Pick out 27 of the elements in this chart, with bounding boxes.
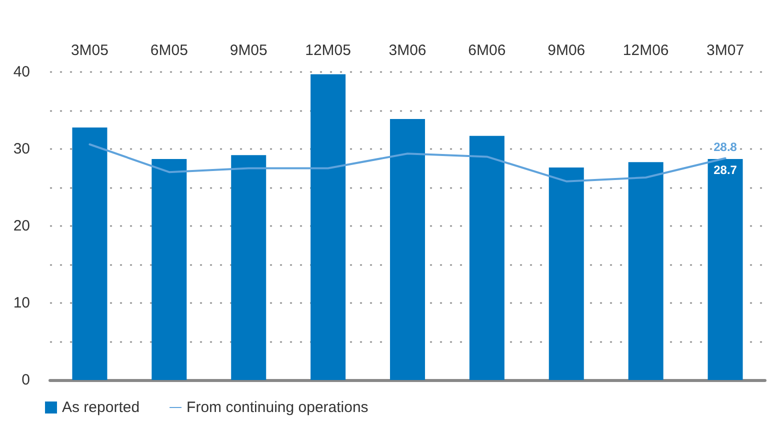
y-tick-label: 0: [22, 372, 30, 388]
x-tick-label: 3M05: [70, 42, 108, 59]
data-label: 28.7: [714, 163, 738, 178]
bar: [390, 118, 425, 380]
bar: [469, 136, 504, 380]
bar: [628, 162, 664, 380]
x-tick-label: 9M05: [230, 42, 268, 59]
x-tick-label: 6M06: [468, 42, 506, 59]
x-tick-label: 12M05: [305, 42, 351, 59]
bar: [708, 159, 743, 380]
bar: [152, 159, 187, 380]
y-tick-label: 30: [13, 140, 30, 158]
x-tick-label: 12M06: [622, 42, 669, 59]
x-tick-label: 3M06: [388, 42, 426, 59]
x-tick-label: 6M05: [150, 42, 188, 59]
bar: [231, 155, 266, 380]
bar: [548, 167, 584, 380]
data-label: 28.8: [714, 140, 738, 154]
legend-label: From continuing operations: [186, 399, 368, 416]
y-tick-label: 40: [13, 64, 30, 80]
bar: [72, 127, 108, 380]
y-tick-label: 10: [13, 294, 30, 312]
x-tick-label: 3M07: [706, 42, 744, 59]
bar: [310, 74, 346, 380]
legend-label: As reported: [62, 399, 140, 416]
x-tick-label: 9M06: [548, 42, 586, 59]
y-tick-label: 20: [13, 218, 30, 234]
